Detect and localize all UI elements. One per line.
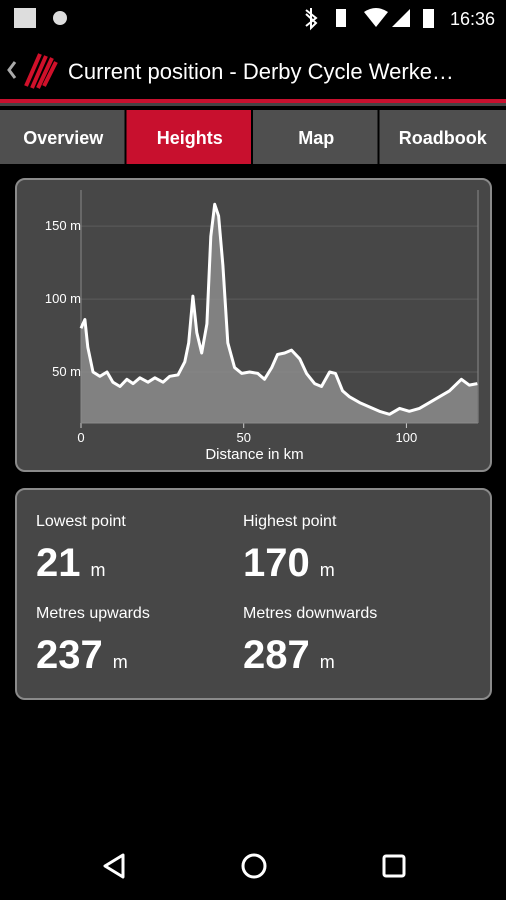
stat-label: Metres downwards — [243, 605, 377, 622]
stat-unit: m — [91, 560, 106, 580]
stat-label: Lowest point — [36, 513, 126, 530]
bluetooth-icon — [305, 8, 318, 31]
stat-value: 21 m — [36, 541, 106, 585]
tab-label: Heights — [157, 128, 223, 148]
tab-background — [0, 110, 125, 164]
logo-stripes — [24, 53, 58, 89]
tab-label: Map — [298, 128, 334, 148]
nav-home[interactable] — [241, 853, 267, 879]
stat-value: 287 m — [243, 633, 335, 677]
y-tick-label: 150 m — [45, 218, 81, 233]
stat-label: Highest point — [243, 513, 337, 530]
elevation-line — [79, 202, 478, 416]
tab-label: Roadbook — [399, 128, 488, 148]
stat-value: 170 m — [243, 541, 335, 585]
x-tick-label: 100 — [396, 430, 418, 445]
x-axis-label: Distance in km — [205, 446, 303, 463]
x-tick-label: 0 — [77, 430, 84, 445]
stat-unit: m — [320, 560, 335, 580]
stat-value: 237 m — [36, 633, 128, 677]
stat-unit: m — [113, 652, 128, 672]
battery-icon — [423, 9, 434, 28]
tab[interactable]: Roadbook — [379, 110, 506, 164]
wifi-icon — [364, 8, 388, 27]
nav-back[interactable] — [103, 853, 125, 879]
tab[interactable]: Map — [253, 110, 378, 164]
tab-background — [379, 110, 506, 164]
tab[interactable]: Overview — [0, 110, 125, 164]
notification-icon — [14, 8, 36, 28]
stat-number: 170 — [243, 541, 310, 585]
chart-panel — [15, 178, 492, 472]
status-time: 16:36 — [450, 9, 495, 29]
stat-unit: m — [320, 652, 335, 672]
y-tick-label: 50 m — [52, 364, 81, 379]
stat-number: 237 — [36, 633, 103, 677]
stat-number: 21 — [36, 541, 81, 585]
screen-title: Current position - Derby Cycle Werke… — [68, 59, 454, 84]
elevation-area — [81, 204, 478, 423]
stats: Lowest point 21 m Highest point 170 m Metres u… — [36, 513, 377, 677]
tab-background — [126, 110, 251, 164]
y-tick-label: 100 m — [45, 291, 81, 306]
signal-icon — [392, 9, 410, 27]
tab-bar: Overview Heights Map Roadbook — [0, 110, 506, 164]
stat-number: 287 — [243, 633, 310, 677]
stats-panel — [15, 488, 492, 700]
tab-label: Overview — [23, 128, 104, 148]
app-logo[interactable] — [24, 53, 58, 89]
nav-recents[interactable] — [382, 854, 406, 878]
tab-background — [253, 110, 378, 164]
separator — [0, 103, 506, 106]
vibrate-icon — [336, 9, 346, 27]
back-chevron[interactable] — [7, 61, 17, 79]
tab[interactable]: Heights — [126, 110, 252, 164]
accent-line — [0, 99, 506, 103]
android-icon — [53, 11, 67, 25]
x-tick-label: 50 — [236, 430, 250, 445]
stat-label: Metres upwards — [36, 605, 150, 622]
elevation-chart: 50 m 100 m 150 m 0 50 100 Distance in km — [45, 190, 479, 463]
